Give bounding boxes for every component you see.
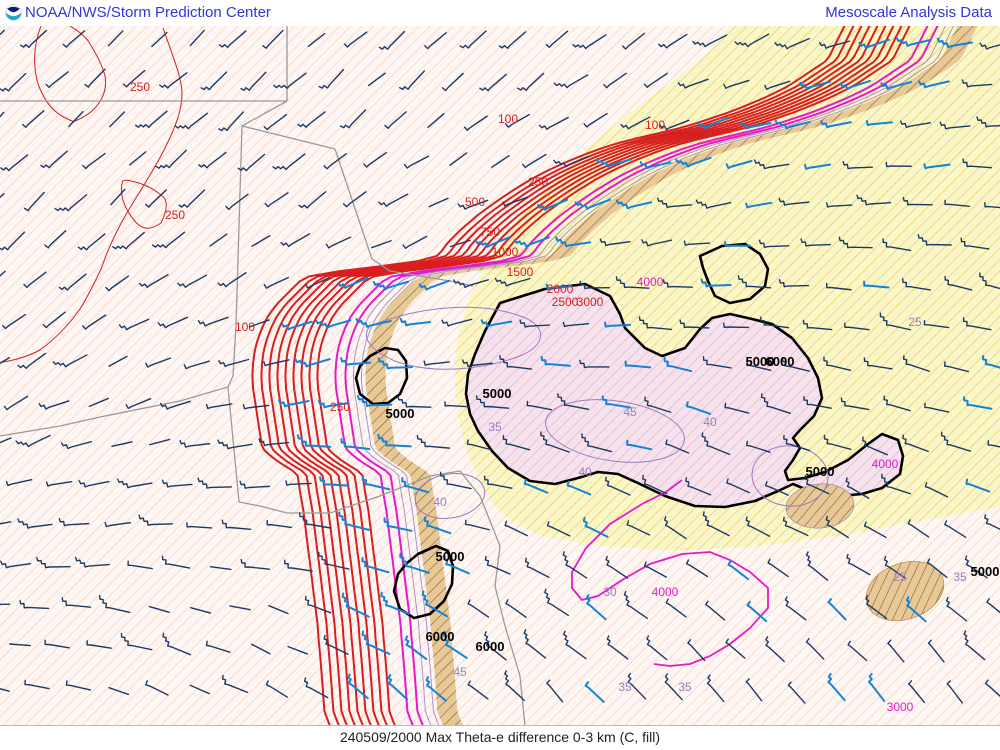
svg-text:40: 40 [578, 465, 592, 479]
svg-text:100: 100 [235, 320, 255, 334]
svg-text:5000: 5000 [483, 386, 512, 401]
svg-text:25: 25 [908, 315, 922, 329]
svg-text:4000: 4000 [637, 275, 664, 289]
svg-text:750: 750 [480, 225, 500, 239]
svg-text:1000: 1000 [492, 245, 519, 259]
svg-text:3000: 3000 [887, 700, 914, 714]
svg-text:6000: 6000 [426, 629, 455, 644]
svg-text:35: 35 [678, 680, 692, 694]
svg-text:4000: 4000 [872, 457, 899, 471]
svg-text:250: 250 [528, 175, 548, 189]
svg-text:6000: 6000 [476, 639, 505, 654]
svg-text:5000: 5000 [436, 549, 465, 564]
svg-text:100: 100 [645, 118, 665, 132]
svg-text:1500: 1500 [507, 265, 534, 279]
svg-text:3000: 3000 [577, 295, 604, 309]
svg-text:5000: 5000 [971, 564, 1000, 579]
svg-text:45: 45 [453, 665, 467, 679]
svg-text:45: 45 [623, 405, 637, 419]
svg-text:250: 250 [330, 400, 350, 414]
svg-text:5000: 5000 [806, 464, 835, 479]
svg-text:30: 30 [603, 585, 617, 599]
svg-text:250: 250 [130, 80, 150, 94]
svg-text:40: 40 [433, 495, 447, 509]
svg-text:100: 100 [498, 112, 518, 126]
svg-text:35: 35 [618, 680, 632, 694]
svg-text:5000: 5000 [386, 406, 415, 421]
svg-text:250: 250 [165, 208, 185, 222]
svg-text:2500: 2500 [552, 295, 579, 309]
svg-text:2000: 2000 [547, 282, 574, 296]
svg-text:500: 500 [465, 195, 485, 209]
svg-text:35: 35 [953, 570, 967, 584]
svg-text:25: 25 [893, 570, 907, 584]
svg-text:4000: 4000 [652, 585, 679, 599]
svg-text:40: 40 [703, 415, 717, 429]
svg-text:35: 35 [488, 420, 502, 434]
svg-text:6000: 6000 [766, 354, 795, 369]
